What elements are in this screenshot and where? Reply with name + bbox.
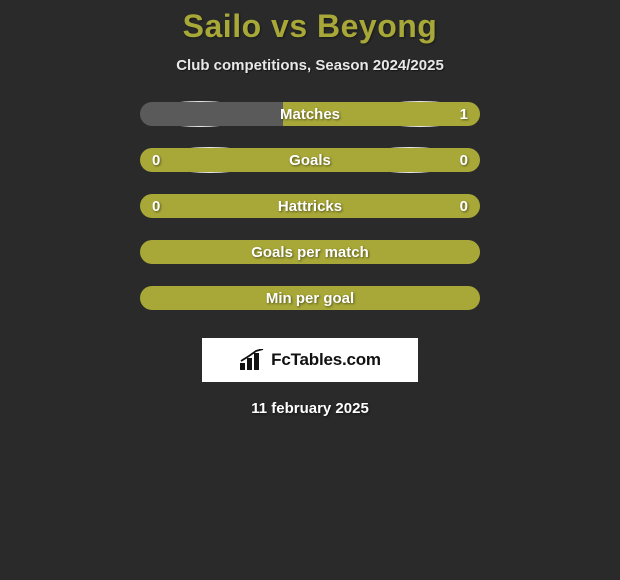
stat-value-right: 0 (460, 198, 468, 215)
stat-bar: Min per goal (140, 286, 480, 310)
stat-label: Goals per match (251, 244, 369, 261)
logo-text: FcTables.com (271, 350, 381, 370)
stat-value-right: 1 (460, 106, 468, 123)
page-subtitle: Club competitions, Season 2024/2025 (176, 57, 444, 74)
stat-label: Matches (280, 106, 340, 123)
stat-label: Goals (289, 152, 331, 169)
stat-row: Hattricks 0 0 (140, 194, 480, 218)
stat-value-left: 0 (152, 198, 160, 215)
stat-label: Min per goal (266, 290, 354, 307)
stat-bar: Matches 1 (140, 102, 480, 126)
stat-row: Goals per match (140, 240, 480, 264)
stat-row: Goals 0 0 (140, 148, 480, 172)
stat-value-right: 0 (460, 152, 468, 169)
page-title: Sailo vs Beyong (183, 8, 438, 45)
stat-row: Min per goal (140, 286, 480, 310)
stat-label: Hattricks (278, 198, 342, 215)
stat-row: Matches 1 (140, 102, 480, 126)
fctables-logo[interactable]: FcTables.com (202, 338, 418, 382)
bar-chart-icon (239, 349, 265, 371)
stat-bar: Goals 0 0 (140, 148, 480, 172)
stats-list: Matches 1 Goals 0 0 Hattricks 0 0 Goals per matc… (140, 102, 480, 332)
stat-bar: Hattricks 0 0 (140, 194, 480, 218)
report-date: 11 february 2025 (251, 400, 369, 417)
comparison-card: Sailo vs Beyong Club competitions, Seaso… (0, 0, 620, 417)
stat-bar: Goals per match (140, 240, 480, 264)
stat-value-left: 0 (152, 152, 160, 169)
